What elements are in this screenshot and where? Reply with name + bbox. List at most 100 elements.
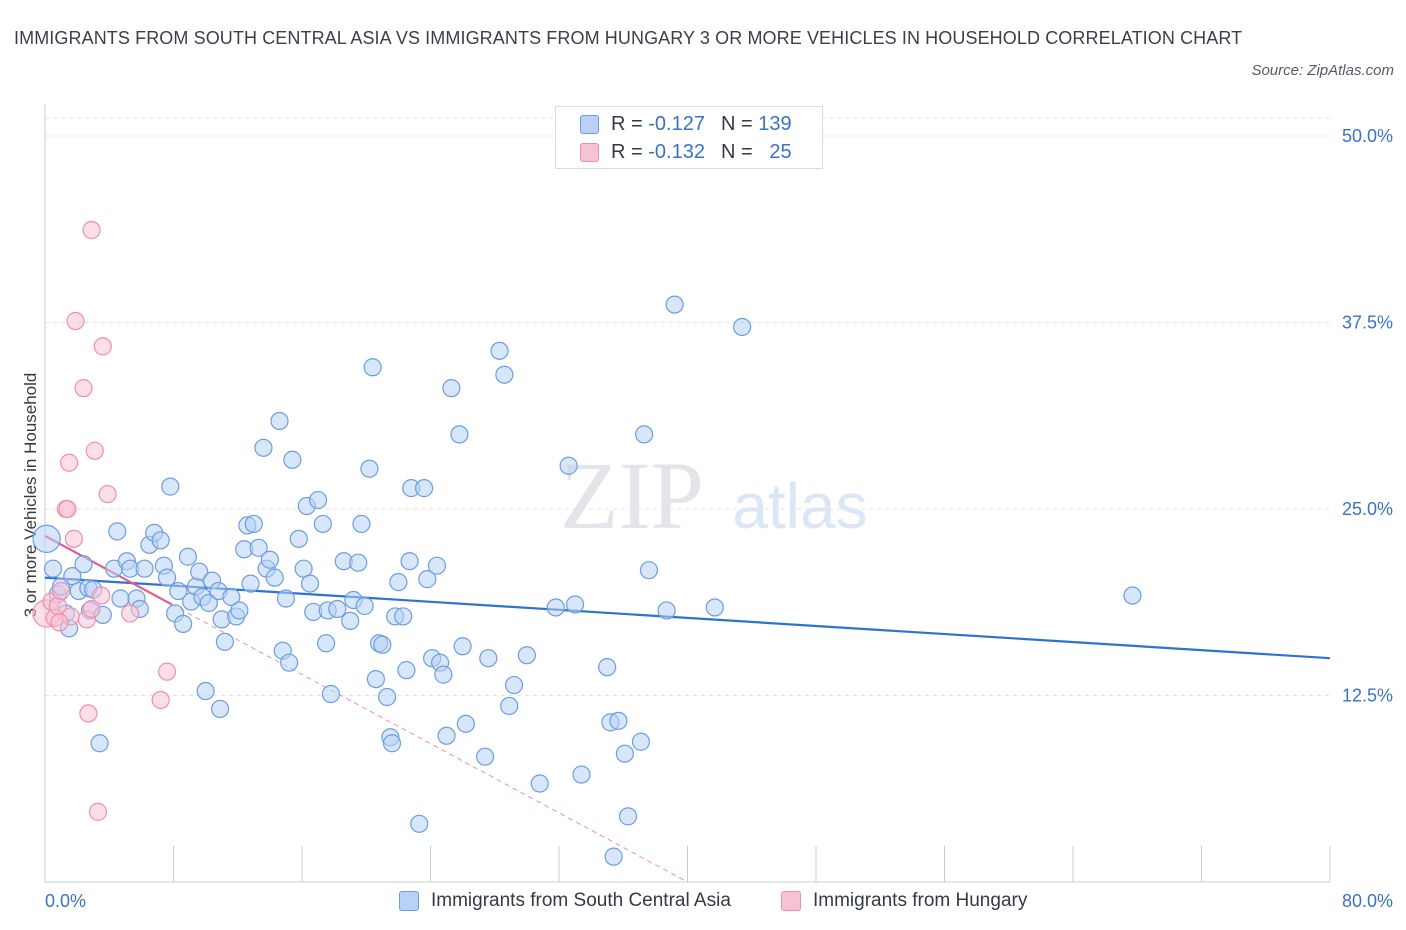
point-south-central-asia bbox=[490, 341, 509, 360]
point-hungary bbox=[51, 581, 71, 601]
point-south-central-asia bbox=[609, 711, 628, 730]
point-south-central-asia bbox=[178, 547, 198, 566]
point-south-central-asia bbox=[135, 559, 154, 578]
point-hungary bbox=[121, 604, 140, 623]
point-south-central-asia bbox=[360, 459, 379, 478]
point-south-central-asia bbox=[456, 714, 475, 733]
legend-item-south-central-asia[interactable]: Immigrants from South Central Asia bbox=[399, 890, 731, 912]
point-south-central-asia bbox=[321, 684, 341, 704]
point-south-central-asia bbox=[546, 598, 565, 617]
point-south-central-asia bbox=[161, 477, 180, 496]
point-hungary bbox=[92, 586, 111, 605]
legend-n-label: N = bbox=[720, 112, 753, 135]
point-south-central-asia bbox=[190, 562, 209, 581]
point-south-central-asia bbox=[442, 379, 461, 398]
point-south-central-asia bbox=[254, 438, 273, 457]
point-south-central-asia bbox=[276, 589, 296, 608]
point-south-central-asia bbox=[572, 765, 591, 784]
point-south-central-asia bbox=[517, 646, 536, 665]
point-south-central-asia bbox=[349, 553, 368, 572]
point-south-central-asia bbox=[328, 599, 347, 619]
point-south-central-asia bbox=[500, 696, 519, 716]
chart-title: IMMIGRANTS FROM SOUTH CENTRAL ASIA VS IM… bbox=[14, 28, 1243, 48]
point-south-central-asia bbox=[418, 570, 437, 589]
point-south-central-asia bbox=[635, 425, 654, 444]
point-south-central-asia bbox=[196, 681, 215, 701]
legend-item-hungary[interactable]: Immigrants from Hungary bbox=[781, 890, 1027, 912]
point-hungary bbox=[64, 529, 84, 548]
point-south-central-asia bbox=[215, 632, 234, 651]
point-south-central-asia bbox=[615, 744, 634, 763]
point-hungary bbox=[151, 690, 170, 710]
y-tick-label: 12.5% bbox=[1342, 686, 1393, 706]
point-south-central-asia bbox=[157, 568, 177, 587]
point-hungary bbox=[58, 499, 77, 519]
point-south-central-asia bbox=[598, 658, 617, 677]
point-south-central-asia bbox=[410, 814, 429, 833]
y-tick-label: 50.0% bbox=[1342, 126, 1393, 146]
point-south-central-asia bbox=[434, 665, 453, 684]
point-south-central-asia bbox=[373, 635, 392, 654]
point-hungary bbox=[88, 802, 108, 821]
point-south-central-asia bbox=[665, 295, 684, 314]
point-south-central-asia bbox=[210, 699, 230, 719]
point-south-central-asia bbox=[414, 479, 434, 498]
point-south-central-asia bbox=[1123, 586, 1142, 605]
point-south-central-asia bbox=[366, 669, 385, 689]
legend-swatch-blue bbox=[399, 891, 419, 911]
point-south-central-asia bbox=[495, 365, 514, 384]
point-hungary bbox=[93, 337, 112, 356]
point-south-central-asia bbox=[437, 726, 456, 745]
point-south-central-asia bbox=[241, 574, 260, 593]
point-south-central-asia bbox=[705, 598, 724, 617]
point-hungary bbox=[66, 311, 85, 331]
point-south-central-asia bbox=[32, 524, 61, 554]
point-south-central-asia bbox=[378, 687, 397, 707]
legend-n-value: 139 bbox=[758, 112, 792, 135]
legend-label: Immigrants from Hungary bbox=[813, 890, 1028, 911]
legend-swatch-pink bbox=[580, 142, 599, 162]
legend-r-value: -0.132 bbox=[648, 140, 705, 163]
point-south-central-asia bbox=[355, 596, 374, 616]
point-south-central-asia bbox=[397, 661, 416, 680]
point-south-central-asia bbox=[43, 559, 63, 578]
point-south-central-asia bbox=[400, 552, 419, 571]
trend-lines bbox=[44, 534, 1331, 883]
point-south-central-asia bbox=[657, 601, 676, 620]
legend-row-south-central-asia: R = -0.127 N = 139 bbox=[580, 110, 792, 138]
y-tick-label: 37.5% bbox=[1342, 313, 1393, 333]
point-hungary bbox=[82, 220, 101, 240]
point-south-central-asia bbox=[169, 581, 188, 601]
point-south-central-asia bbox=[604, 847, 623, 866]
point-hungary bbox=[74, 379, 93, 398]
point-south-central-asia bbox=[504, 675, 524, 695]
point-south-central-asia bbox=[151, 531, 170, 550]
point-south-central-asia bbox=[260, 550, 279, 569]
legend-n-value: 25 bbox=[769, 140, 792, 163]
correlation-legend: R = -0.127 N = 139 R = -0.132 N = 25 bbox=[555, 106, 823, 169]
point-south-central-asia bbox=[639, 561, 659, 580]
point-south-central-asia bbox=[280, 653, 299, 672]
point-hungary bbox=[50, 613, 69, 632]
point-south-central-asia bbox=[108, 522, 127, 541]
point-south-central-asia bbox=[249, 538, 268, 557]
watermark-zip: ZIP bbox=[560, 442, 704, 549]
point-hungary bbox=[82, 599, 101, 619]
point-south-central-asia bbox=[316, 634, 336, 653]
point-south-central-asia bbox=[230, 601, 249, 620]
point-south-central-asia bbox=[394, 607, 413, 626]
legend-n-label: N = bbox=[720, 140, 753, 163]
point-south-central-asia bbox=[270, 411, 289, 431]
point-south-central-asia bbox=[222, 587, 241, 607]
y-tick-labels: 12.5% 25.0% 37.5% 50.0% bbox=[1342, 126, 1393, 706]
point-hungary bbox=[85, 441, 104, 460]
point-south-central-asia bbox=[733, 317, 752, 337]
point-south-central-asia bbox=[74, 555, 93, 574]
series-legend: Immigrants from South Central Asia Immig… bbox=[0, 888, 1406, 916]
legend-row-hungary: R = -0.132 N = 25 bbox=[580, 138, 792, 166]
point-hungary bbox=[157, 662, 177, 681]
point-south-central-asia bbox=[530, 774, 549, 793]
point-south-central-asia bbox=[265, 568, 284, 587]
point-south-central-asia bbox=[476, 747, 495, 766]
